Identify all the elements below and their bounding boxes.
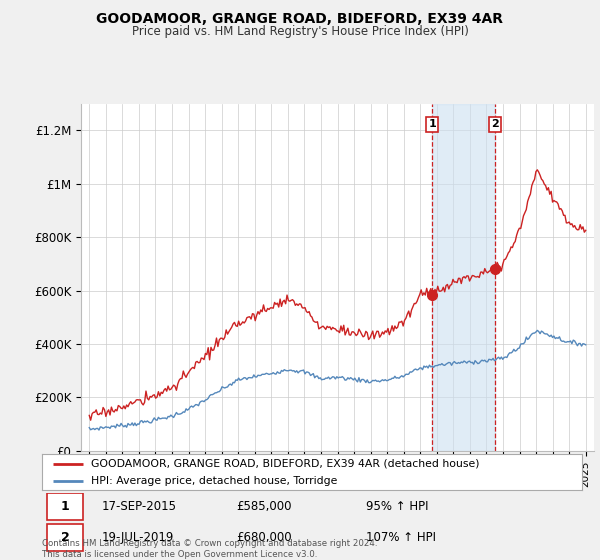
FancyBboxPatch shape [47,524,83,551]
Text: HPI: Average price, detached house, Torridge: HPI: Average price, detached house, Torr… [91,476,337,486]
Text: 1: 1 [428,119,436,129]
Text: Price paid vs. HM Land Registry's House Price Index (HPI): Price paid vs. HM Land Registry's House … [131,25,469,38]
Text: 107% ↑ HPI: 107% ↑ HPI [366,531,436,544]
Text: 95% ↑ HPI: 95% ↑ HPI [366,500,428,513]
FancyBboxPatch shape [47,493,83,520]
Text: £680,000: £680,000 [236,531,292,544]
Bar [432,104,496,451]
Text: 2: 2 [61,531,70,544]
Text: 1: 1 [61,500,70,513]
Text: 19-JUL-2019: 19-JUL-2019 [101,531,174,544]
Text: Contains HM Land Registry data © Crown copyright and database right 2024.
This d: Contains HM Land Registry data © Crown c… [42,539,377,559]
Text: £585,000: £585,000 [236,500,292,513]
Text: GOODAMOOR, GRANGE ROAD, BIDEFORD, EX39 4AR: GOODAMOOR, GRANGE ROAD, BIDEFORD, EX39 4… [97,12,503,26]
Text: 17-SEP-2015: 17-SEP-2015 [101,500,176,513]
Text: 2: 2 [491,119,499,129]
Text: GOODAMOOR, GRANGE ROAD, BIDEFORD, EX39 4AR (detached house): GOODAMOOR, GRANGE ROAD, BIDEFORD, EX39 4… [91,459,479,469]
